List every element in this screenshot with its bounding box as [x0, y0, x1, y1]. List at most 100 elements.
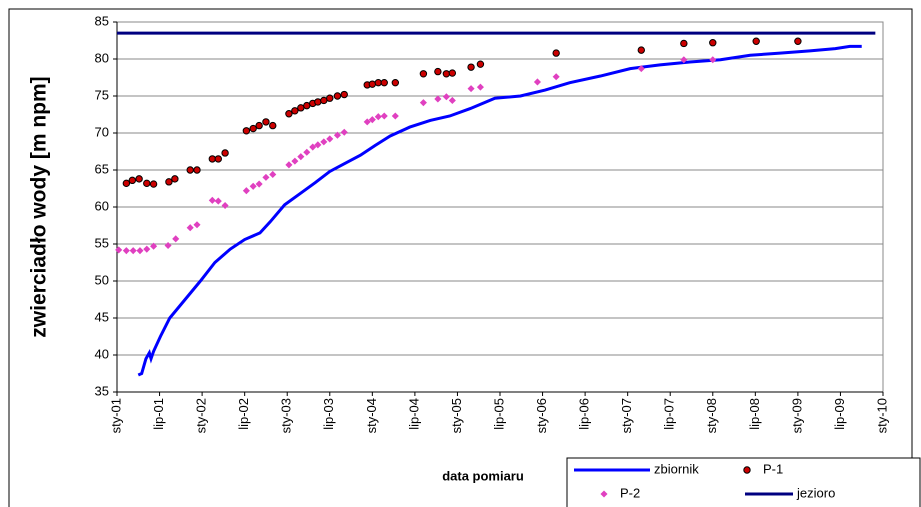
y-tick-label: 85	[95, 13, 109, 28]
x-tick-label: lip-06	[577, 398, 592, 430]
data-point	[533, 78, 541, 86]
data-point	[363, 118, 371, 126]
x-axis-label: data pomiaru	[442, 468, 524, 483]
data-point	[709, 56, 717, 64]
x-tick-label: sty-01	[108, 398, 123, 433]
data-point	[214, 155, 222, 163]
data-point	[380, 78, 388, 87]
x-tick-label: sty-10	[874, 398, 889, 433]
x-tick-label: sty-06	[534, 398, 549, 433]
data-point	[448, 69, 457, 77]
data-point	[368, 80, 377, 88]
data-point	[340, 90, 348, 99]
data-point	[434, 67, 442, 76]
series-line	[137, 44, 862, 377]
data-point	[171, 175, 179, 183]
data-point	[552, 49, 560, 57]
data-point	[320, 96, 328, 105]
data-point	[380, 112, 388, 120]
data-point	[115, 246, 123, 254]
data-point	[249, 124, 257, 133]
data-point	[297, 153, 305, 161]
data-point	[476, 60, 485, 68]
data-point	[297, 104, 305, 112]
data-point	[262, 173, 270, 181]
data-point	[172, 235, 180, 243]
y-tick-label: 55	[95, 235, 109, 250]
x-tick-label: lip-09	[832, 398, 847, 430]
data-point	[193, 166, 201, 174]
data-point	[374, 78, 382, 87]
data-point	[242, 127, 251, 135]
legend-swatch	[600, 490, 608, 498]
data-point	[165, 178, 173, 186]
y-tick-label: 65	[95, 161, 109, 176]
legend-label: zbiornik	[654, 461, 699, 476]
data-point	[434, 95, 442, 103]
data-point	[680, 56, 688, 64]
data-point	[467, 85, 475, 93]
data-point	[374, 113, 382, 121]
data-point	[136, 247, 144, 255]
y-tick-label: 60	[95, 198, 109, 213]
x-tick-label: sty-07	[619, 398, 634, 433]
data-point	[419, 70, 428, 78]
data-point	[303, 101, 311, 110]
data-point	[242, 187, 250, 195]
data-point	[442, 93, 450, 101]
data-point	[143, 179, 151, 188]
data-point	[186, 224, 194, 232]
x-tick-label: sty-08	[704, 398, 719, 433]
data-point	[208, 196, 216, 204]
x-tick-label: sty-02	[194, 398, 209, 433]
x-tick-label: sty-04	[364, 398, 379, 433]
data-point	[291, 107, 299, 115]
data-point	[333, 92, 342, 100]
data-point	[262, 118, 270, 126]
data-point	[476, 83, 484, 91]
data-point	[340, 128, 348, 136]
data-point	[419, 99, 427, 107]
data-point	[391, 78, 400, 87]
data-point	[442, 70, 451, 78]
y-tick-label: 45	[95, 309, 109, 324]
data-point	[368, 116, 376, 124]
data-point	[122, 179, 131, 188]
x-tick-label: lip-04	[406, 398, 421, 430]
data-point	[320, 138, 328, 146]
data-point	[752, 37, 760, 45]
data-point	[391, 112, 399, 120]
y-tick-label: 35	[95, 383, 109, 398]
data-point	[552, 73, 560, 81]
data-point	[143, 245, 151, 253]
data-point	[709, 39, 717, 47]
data-point	[794, 37, 802, 45]
y-tick-label: 40	[95, 346, 109, 361]
x-tick-label: lip-01	[151, 398, 166, 430]
legend-label: P-2	[620, 485, 640, 500]
data-point	[129, 247, 137, 255]
data-point	[285, 161, 293, 169]
data-point	[149, 180, 158, 188]
data-point	[326, 94, 334, 102]
data-point	[135, 175, 143, 183]
data-point	[221, 201, 229, 210]
x-tick-label: lip-08	[747, 398, 762, 430]
data-point	[186, 166, 194, 174]
data-point	[291, 157, 299, 165]
data-point	[680, 39, 688, 48]
data-point	[164, 241, 172, 250]
data-point	[193, 221, 201, 229]
x-tick-label: sty-09	[789, 398, 804, 433]
data-point	[214, 197, 222, 205]
data-point	[303, 148, 311, 156]
data-point	[221, 149, 229, 157]
y-tick-label: 80	[95, 50, 109, 65]
data-point	[448, 96, 456, 104]
legend-swatch	[743, 466, 751, 474]
data-point	[150, 242, 158, 250]
y-tick-label: 75	[95, 87, 109, 102]
data-point	[208, 155, 217, 163]
data-point	[249, 182, 257, 190]
